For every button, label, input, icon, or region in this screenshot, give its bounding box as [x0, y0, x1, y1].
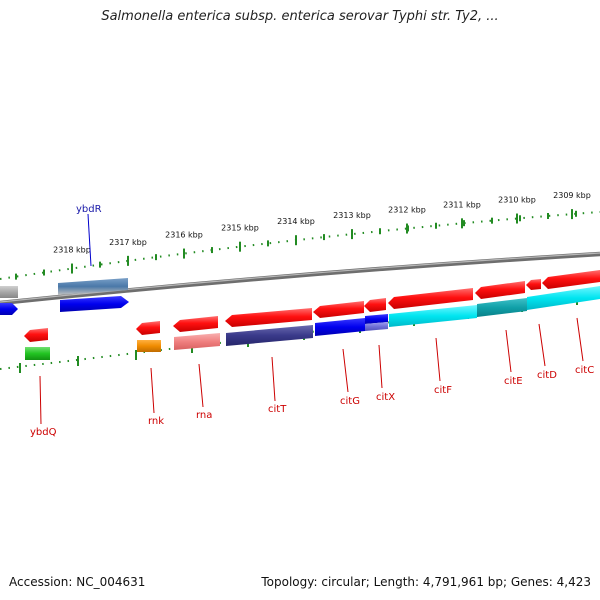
gene-label-citF[interactable]: citF — [434, 385, 452, 396]
red-arrow-ybdQ[interactable] — [24, 328, 48, 342]
red-arrow-rna[interactable] — [173, 316, 218, 332]
red-arrow-b[interactable] — [313, 301, 364, 318]
gene-label-citT[interactable]: citT — [268, 404, 287, 415]
scale-label: 2318 kbp — [53, 246, 91, 255]
blue-arrow-ybdR[interactable] — [60, 296, 129, 312]
gene-label-rnk[interactable]: rnk — [148, 416, 164, 427]
red-arrow-e[interactable] — [475, 281, 525, 299]
gene-label-ybdQ[interactable]: ybdQ — [30, 427, 57, 438]
gene-label-citE[interactable]: citE — [504, 376, 523, 387]
scale-label: 2316 kbp — [165, 231, 203, 240]
scale-label: 2310 kbp — [498, 196, 536, 205]
blue-feature-citG[interactable] — [315, 318, 365, 336]
scale-labels: 2318 kbp 2317 kbp 2316 kbp 2315 kbp 2314 kbp… — [53, 191, 591, 254]
gene-label-citC[interactable]: citC — [575, 365, 594, 376]
gene-label-citD[interactable]: citD — [537, 370, 557, 381]
cyan-feature-citF[interactable] — [389, 305, 477, 327]
blue-feature-citX[interactable] — [365, 314, 388, 324]
topology-text: Topology: circular; Length: 4,791,961 bp… — [261, 575, 591, 589]
gene-labels: ybdR ybdQ rnk rna citT citG citX citF ci… — [30, 204, 594, 438]
lavender-feature-citX[interactable] — [365, 322, 388, 331]
scale-ticks — [15, 209, 577, 280]
teal-feature-citE[interactable] — [477, 298, 527, 317]
gene-leader-lines — [39, 213, 584, 425]
genome-title: Salmonella enterica subsp. enterica sero… — [101, 9, 499, 24]
red-arrow-rnk[interactable] — [136, 321, 160, 335]
scale-label: 2313 kbp — [333, 211, 371, 220]
green-feature-ybdQ[interactable] — [25, 347, 50, 360]
orange-feature-rnk[interactable] — [137, 340, 161, 352]
scale-label: 2314 kbp — [277, 217, 315, 226]
ybdR-feature[interactable] — [58, 278, 128, 295]
red-arrow-d[interactable] — [388, 288, 473, 309]
gene-label-ybdR[interactable]: ybdR — [76, 204, 102, 215]
coding-ring — [0, 270, 600, 342]
grey-feature-left[interactable] — [0, 286, 18, 298]
scale-label: 2309 kbp — [553, 191, 591, 200]
lower-feature-ring — [25, 286, 600, 360]
red-arrow-a[interactable] — [225, 308, 312, 327]
navy-feature-citT[interactable] — [226, 325, 313, 346]
accession-text: Accession: NC_004631 — [9, 575, 146, 589]
genome-backbone-highlight — [0, 252, 600, 303]
scale-label: 2315 kbp — [221, 224, 259, 233]
gene-label-rna[interactable]: rna — [196, 410, 212, 421]
red-arrow-f[interactable] — [526, 279, 541, 290]
gene-label-citG[interactable]: citG — [340, 396, 360, 407]
pink-feature-rna[interactable] — [174, 333, 220, 350]
red-arrow-c[interactable] — [364, 298, 386, 312]
genome-backbone — [0, 251, 600, 306]
red-arrow-g[interactable] — [542, 270, 600, 289]
blue-arrow-left[interactable] — [0, 303, 18, 315]
gene-label-citX[interactable]: citX — [376, 392, 395, 403]
scale-label: 2317 kbp — [109, 238, 147, 247]
cyan-feature-citDC[interactable] — [527, 286, 600, 310]
scale-label: 2311 kbp — [443, 200, 481, 209]
upper-feature-ring — [0, 278, 128, 298]
scale-label: 2312 kbp — [388, 206, 426, 215]
